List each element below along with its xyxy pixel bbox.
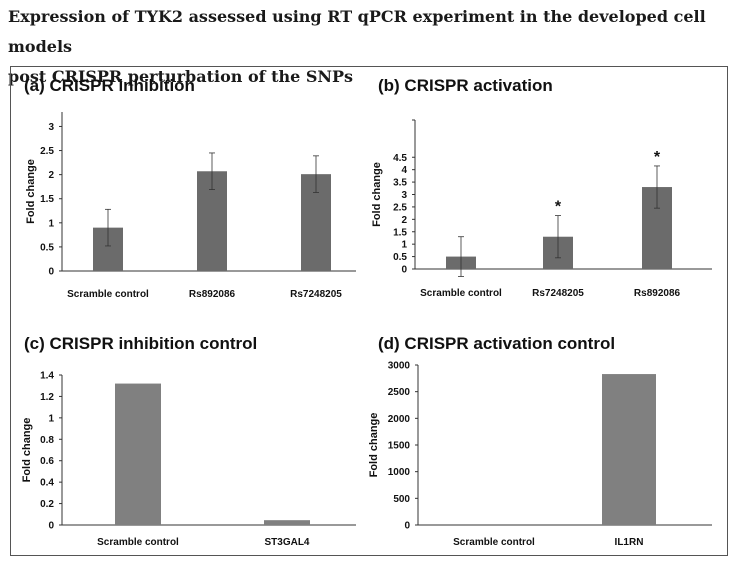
y-tick-label: 0.6 <box>40 456 54 467</box>
figure-frame <box>10 66 728 556</box>
x-category-label: ST3GAL4 <box>264 537 309 548</box>
y-tick-label: 0.5 <box>393 252 407 263</box>
y-tick-label: 1500 <box>388 441 411 452</box>
x-category-label: Scramble control <box>420 288 502 299</box>
figure-title: Expression of TYK2 assessed using RT qPC… <box>8 2 736 92</box>
y-tick-label: 0 <box>401 265 407 276</box>
y-tick-label: 2.5 <box>40 146 54 157</box>
bar-scramble-control <box>115 383 161 525</box>
y-tick-label: 1 <box>48 413 54 424</box>
y-tick-label: 4 <box>401 165 407 176</box>
y-axis-label: Fold change <box>25 159 37 224</box>
y-tick-label: 1000 <box>388 467 411 478</box>
panel-b-title: (b) CRISPR activation <box>378 76 553 95</box>
y-tick-label: 3.5 <box>393 178 407 189</box>
y-tick-label: 0.8 <box>40 435 54 446</box>
figure-title-line-1: Expression of TYK2 assessed using RT qPC… <box>8 7 706 56</box>
significance-marker: * <box>654 149 661 166</box>
y-tick-label: 3 <box>401 190 407 201</box>
y-tick-label: 1.5 <box>393 227 407 238</box>
y-tick-label: 3 <box>48 122 54 133</box>
x-category-label: Scramble control <box>453 537 535 548</box>
y-tick-label: 2 <box>401 215 407 226</box>
panel-c-title: (c) CRISPR inhibition control <box>24 334 257 353</box>
y-tick-label: 1.5 <box>40 194 54 205</box>
x-category-label: Scramble control <box>97 537 179 548</box>
panel-d-title: (d) CRISPR activation control <box>378 334 615 353</box>
panel-a-title: (a) CRISPR inhibition <box>24 76 195 95</box>
y-tick-label: 0.2 <box>40 499 54 510</box>
y-tick-label: 1 <box>401 240 407 251</box>
y-axis-label: Fold change <box>21 418 33 483</box>
y-tick-label: 2 <box>48 170 54 181</box>
x-category-label: Rs7248205 <box>290 289 342 300</box>
bar-il1rn <box>602 374 656 525</box>
bar-st3gal4 <box>264 520 310 525</box>
x-category-label: Rs892086 <box>634 288 681 299</box>
x-category-label: Scramble control <box>67 289 149 300</box>
y-axis-label: Fold change <box>368 413 380 478</box>
y-tick-label: 2.5 <box>393 202 407 213</box>
y-tick-label: 500 <box>393 494 410 505</box>
y-tick-label: 0.5 <box>40 242 54 253</box>
y-tick-label: 1.4 <box>40 371 54 382</box>
y-tick-label: 1 <box>48 218 54 229</box>
x-category-label: Rs892086 <box>189 289 236 300</box>
y-tick-label: 0.4 <box>40 478 54 489</box>
x-category-label: IL1RN <box>615 537 644 548</box>
y-tick-label: 3000 <box>388 361 411 372</box>
y-tick-label: 0 <box>48 267 54 278</box>
y-axis-label: Fold change <box>371 162 383 227</box>
x-category-label: Rs7248205 <box>532 288 584 299</box>
y-tick-label: 2500 <box>388 387 411 398</box>
y-tick-label: 2000 <box>388 414 411 425</box>
y-tick-label: 4.5 <box>393 153 407 164</box>
figure-title-line-2: post CRISPR perturbation of the SNPs <box>8 67 354 86</box>
y-tick-label: 0 <box>404 521 410 532</box>
y-tick-label: 1.2 <box>40 392 54 403</box>
significance-marker: * <box>555 199 562 216</box>
y-tick-label: 0 <box>48 521 54 532</box>
